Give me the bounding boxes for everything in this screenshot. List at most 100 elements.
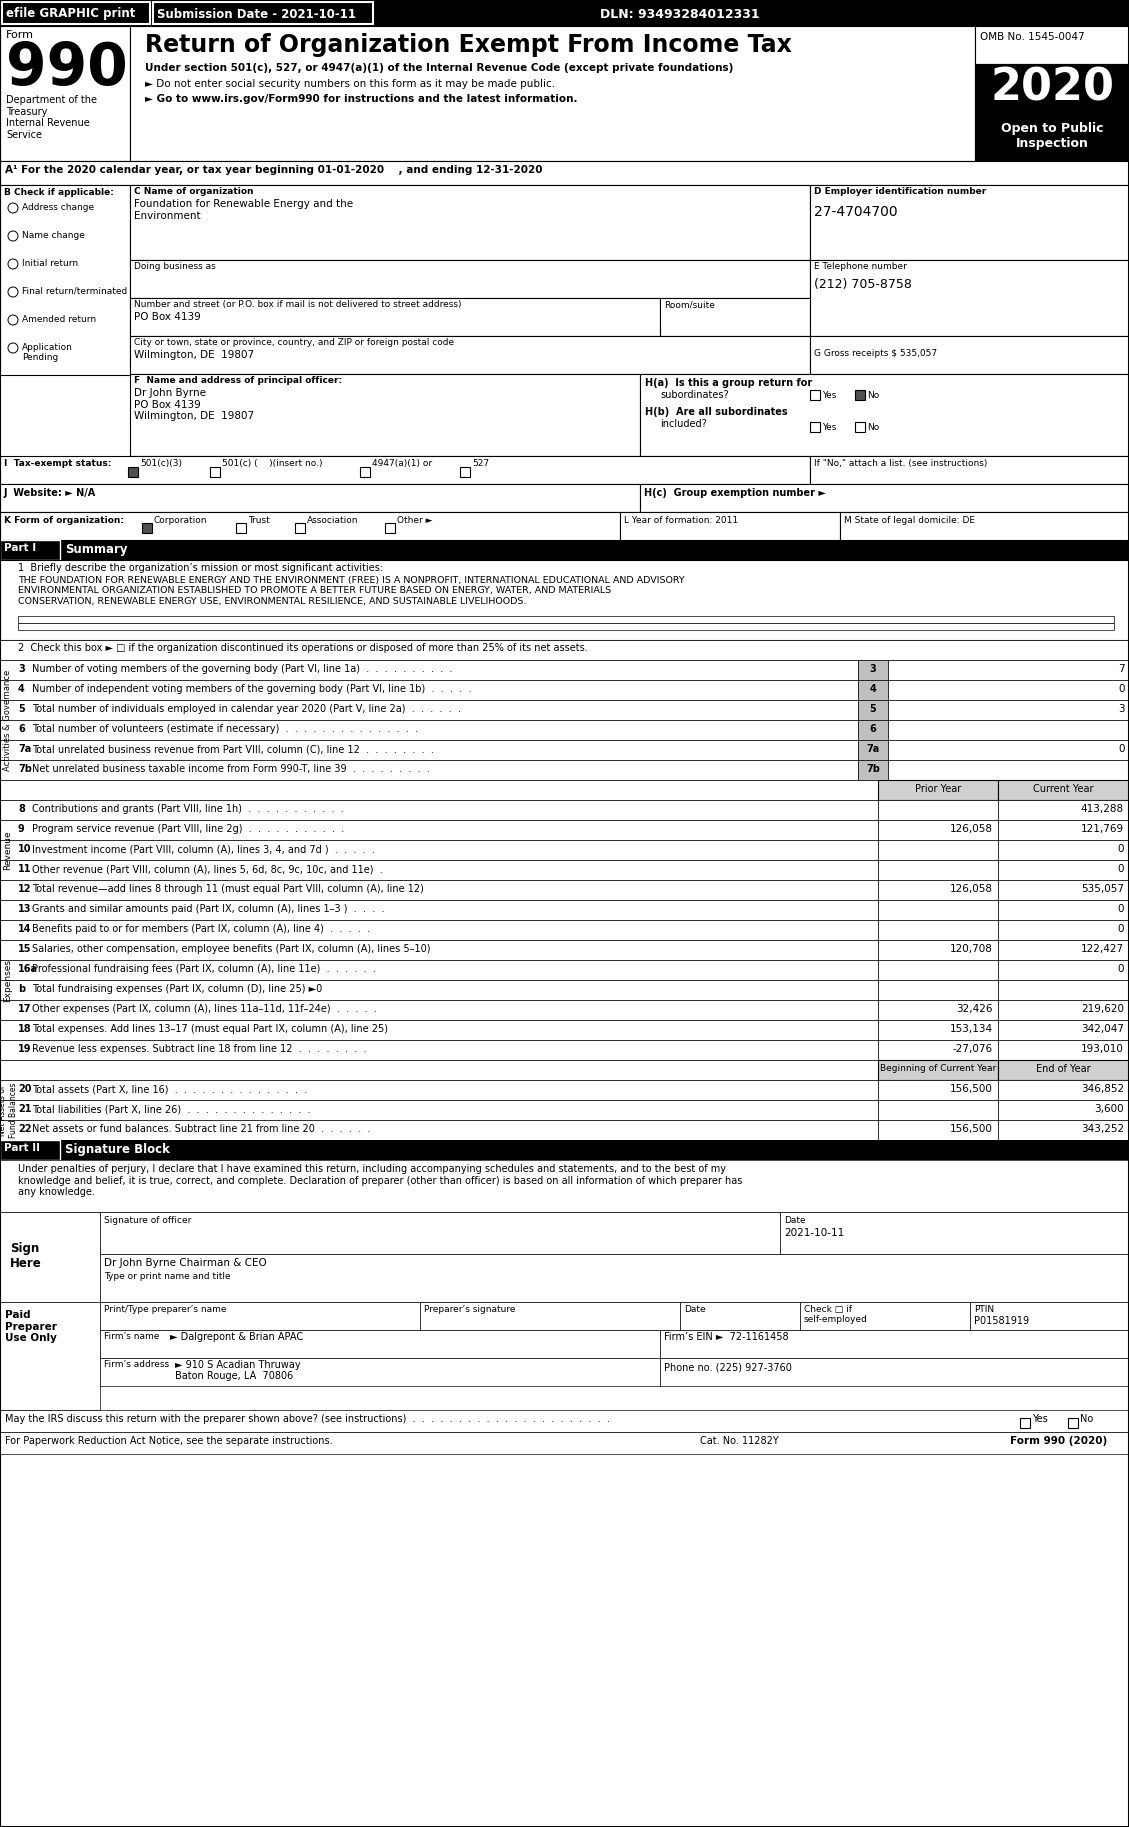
Bar — [878, 820, 998, 840]
Bar — [100, 1330, 660, 1357]
Bar — [780, 1211, 1129, 1253]
Text: 2  Check this box ► □ if the organization discontinued its operations or dispose: 2 Check this box ► □ if the organization… — [18, 643, 588, 652]
Bar — [878, 780, 998, 800]
Bar — [858, 720, 889, 740]
Bar — [970, 1303, 1129, 1330]
Bar — [0, 660, 858, 680]
Text: 16a: 16a — [18, 965, 38, 974]
Text: included?: included? — [660, 418, 707, 429]
Bar — [660, 298, 809, 336]
Text: Summary: Summary — [65, 543, 128, 555]
Bar — [878, 1040, 998, 1060]
Text: Part I: Part I — [5, 543, 36, 554]
Bar — [809, 336, 1129, 375]
Text: Amended return: Amended return — [21, 314, 96, 323]
Bar — [640, 375, 1129, 457]
Bar — [0, 740, 858, 760]
Bar — [878, 901, 998, 921]
Bar — [0, 639, 1129, 660]
Text: 2021-10-11: 2021-10-11 — [784, 1228, 844, 1239]
Bar — [998, 1100, 1129, 1120]
Bar — [620, 512, 840, 541]
Bar — [858, 700, 889, 720]
Text: Number and street (or P.O. box if mail is not delivered to street address): Number and street (or P.O. box if mail i… — [134, 300, 462, 309]
Text: 7a: 7a — [18, 744, 32, 755]
Bar — [809, 457, 1129, 484]
Circle shape — [8, 287, 18, 298]
Text: Submission Date - 2021-10-11: Submission Date - 2021-10-11 — [157, 7, 356, 20]
Text: Dr John Byrne Chairman & CEO: Dr John Byrne Chairman & CEO — [104, 1259, 266, 1268]
Text: THE FOUNDATION FOR RENEWABLE ENERGY AND THE ENVIRONMENT (FREE) IS A NONPROFIT, I: THE FOUNDATION FOR RENEWABLE ENERGY AND … — [18, 576, 684, 607]
Bar — [0, 1060, 878, 1080]
Bar — [0, 720, 858, 740]
Bar — [878, 881, 998, 901]
Text: Total liabilities (Part X, line 26)  .  .  .  .  .  .  .  .  .  .  .  .  .  .: Total liabilities (Part X, line 26) . . … — [32, 1104, 310, 1114]
Text: 6: 6 — [869, 723, 876, 734]
Text: C Name of organization: C Name of organization — [134, 186, 254, 195]
Bar — [1019, 1418, 1030, 1429]
Text: Total number of individuals employed in calendar year 2020 (Part V, line 2a)  . : Total number of individuals employed in … — [32, 703, 461, 714]
Text: PO Box 4139: PO Box 4139 — [134, 312, 201, 322]
Text: ► Go to www.irs.gov/Form990 for instructions and the latest information.: ► Go to www.irs.gov/Form990 for instruct… — [145, 93, 578, 104]
Text: 126,058: 126,058 — [949, 824, 994, 833]
Bar — [878, 1019, 998, 1040]
Text: 0: 0 — [1119, 683, 1124, 694]
Bar — [0, 1140, 60, 1160]
Bar — [0, 1160, 1129, 1211]
Text: 3: 3 — [18, 663, 25, 674]
Text: G Gross receipts $ 535,057: G Gross receipts $ 535,057 — [814, 349, 937, 358]
Bar — [858, 740, 889, 760]
Text: 413,288: 413,288 — [1080, 804, 1124, 815]
Text: 7a: 7a — [866, 744, 879, 755]
Text: 193,010: 193,010 — [1082, 1043, 1124, 1054]
Bar — [0, 541, 1129, 561]
Text: Check □ if
self-employed: Check □ if self-employed — [804, 1304, 868, 1325]
Text: Association: Association — [307, 515, 359, 524]
Text: M State of legal domicile: DE: M State of legal domicile: DE — [844, 515, 975, 524]
Text: 156,500: 156,500 — [951, 1124, 994, 1135]
Text: 342,047: 342,047 — [1080, 1023, 1124, 1034]
Circle shape — [8, 314, 18, 325]
Text: Total fundraising expenses (Part IX, column (D), line 25) ►0: Total fundraising expenses (Part IX, col… — [32, 985, 322, 994]
Bar — [100, 1303, 420, 1330]
Bar — [998, 999, 1129, 1019]
Text: 12: 12 — [18, 884, 32, 893]
Text: City or town, state or province, country, and ZIP or foreign postal code: City or town, state or province, country… — [134, 338, 454, 347]
Text: 1  Briefly describe the organization’s mission or most significant activities:: 1 Briefly describe the organization’s mi… — [18, 563, 383, 574]
Text: Date: Date — [784, 1217, 806, 1224]
Text: Phone no. (225) 927-3760: Phone no. (225) 927-3760 — [664, 1361, 791, 1372]
Text: 346,852: 346,852 — [1080, 1083, 1124, 1094]
Bar — [660, 1330, 1129, 1357]
Text: 14: 14 — [18, 924, 32, 934]
Text: 3: 3 — [1119, 703, 1124, 714]
Text: May the IRS discuss this return with the preparer shown above? (see instructions: May the IRS discuss this return with the… — [5, 1414, 610, 1423]
Text: A¹ For the 2020 calendar year, or tax year beginning 01-01-2020    , and ending : A¹ For the 2020 calendar year, or tax ye… — [5, 164, 543, 175]
Text: 0: 0 — [1118, 864, 1124, 873]
Text: 120,708: 120,708 — [951, 945, 994, 954]
Text: Net unrelated business taxable income from Form 990-T, line 39  .  .  .  .  .  .: Net unrelated business taxable income fr… — [32, 764, 430, 775]
Bar — [0, 780, 878, 800]
Circle shape — [8, 259, 18, 269]
Bar — [0, 1410, 1129, 1432]
Bar — [878, 979, 998, 999]
Text: 3: 3 — [869, 663, 876, 674]
Text: Total revenue—add lines 8 through 11 (must equal Part VIII, column (A), line 12): Total revenue—add lines 8 through 11 (mu… — [32, 884, 423, 893]
Text: 0: 0 — [1118, 844, 1124, 853]
Bar — [2, 2, 150, 24]
Bar — [889, 760, 1129, 780]
Text: Yes: Yes — [1032, 1414, 1048, 1423]
Bar — [0, 959, 878, 979]
Bar — [858, 660, 889, 680]
Text: End of Year: End of Year — [1035, 1063, 1091, 1074]
Text: 17: 17 — [18, 1005, 32, 1014]
Bar — [0, 881, 878, 901]
Bar — [460, 468, 470, 477]
Bar — [0, 979, 878, 999]
Text: Signature Block: Signature Block — [65, 1144, 169, 1156]
Bar — [975, 111, 1129, 161]
Text: 6: 6 — [18, 723, 25, 734]
Text: Application
Pending: Application Pending — [21, 343, 73, 362]
Text: 11: 11 — [18, 864, 32, 873]
Text: 21: 21 — [18, 1104, 32, 1114]
Bar — [0, 185, 130, 375]
